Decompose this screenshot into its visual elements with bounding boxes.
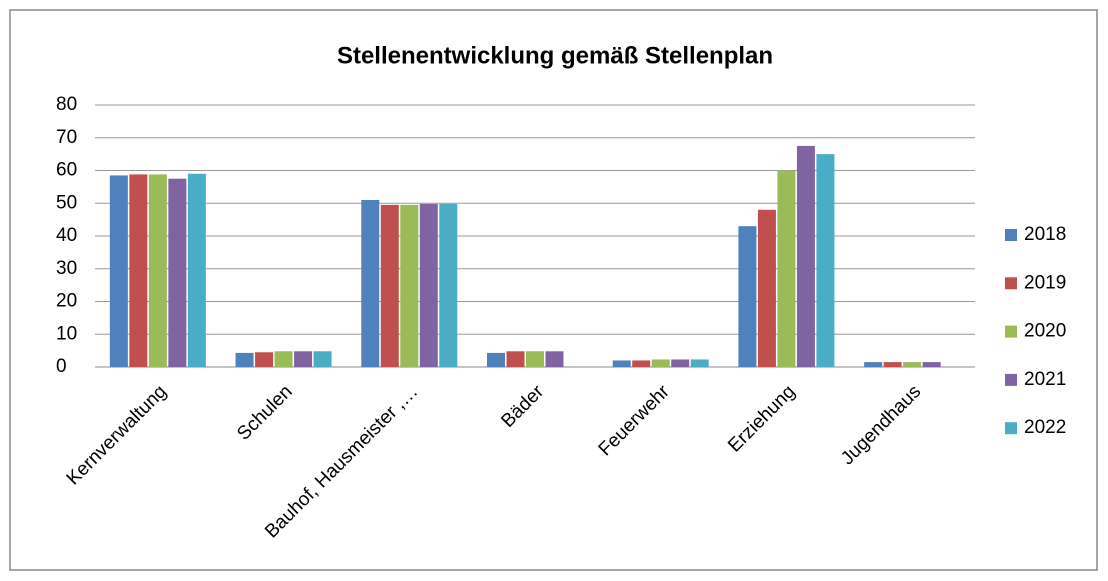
bar bbox=[757, 209, 776, 367]
legend-swatch bbox=[1005, 422, 1017, 435]
bar bbox=[632, 360, 651, 367]
bar bbox=[922, 362, 941, 367]
bar bbox=[361, 199, 380, 367]
bar bbox=[864, 362, 883, 367]
y-tick-label: 10 bbox=[56, 323, 77, 344]
bar bbox=[255, 352, 274, 367]
bar bbox=[526, 351, 544, 367]
bar bbox=[294, 351, 313, 367]
bar bbox=[148, 174, 167, 367]
y-tick-label: 30 bbox=[56, 258, 77, 279]
legend-label: 2021 bbox=[1024, 369, 1066, 390]
legend-label: 2022 bbox=[1024, 417, 1066, 438]
bar bbox=[419, 203, 438, 367]
legend-label: 2019 bbox=[1024, 272, 1066, 293]
bar bbox=[816, 154, 835, 367]
bar bbox=[777, 170, 796, 367]
y-tick-label: 50 bbox=[56, 192, 77, 213]
bar bbox=[671, 359, 690, 367]
bar bbox=[313, 351, 332, 367]
legend-swatch bbox=[1005, 277, 1017, 290]
bar bbox=[487, 352, 505, 367]
y-tick-label: 80 bbox=[56, 94, 77, 115]
bar bbox=[690, 359, 709, 367]
bar bbox=[168, 178, 187, 367]
legend-label: 2018 bbox=[1024, 224, 1066, 245]
bar bbox=[380, 204, 399, 367]
y-tick-label: 70 bbox=[56, 127, 77, 148]
legend-swatch bbox=[1005, 229, 1017, 241]
y-tick-label: 40 bbox=[56, 225, 77, 246]
bar bbox=[187, 173, 206, 367]
y-tick-label: 20 bbox=[56, 291, 77, 312]
bar bbox=[109, 175, 128, 367]
bar bbox=[400, 204, 419, 367]
bar bbox=[274, 351, 293, 367]
bar bbox=[883, 362, 902, 367]
bar bbox=[796, 145, 815, 367]
y-tick-label: 0 bbox=[56, 356, 67, 377]
y-tick-label: 60 bbox=[56, 160, 77, 181]
bar bbox=[129, 174, 148, 367]
bar bbox=[651, 359, 670, 367]
legend-swatch bbox=[1005, 325, 1017, 338]
chart-title: Stellenentwicklung gemäß Stellenplan bbox=[337, 42, 773, 69]
bar bbox=[235, 352, 254, 367]
bar bbox=[903, 362, 922, 367]
bar bbox=[738, 226, 757, 367]
bar bbox=[612, 360, 631, 367]
bar bbox=[439, 203, 458, 367]
bar bbox=[506, 351, 525, 367]
legend-swatch bbox=[1005, 373, 1017, 386]
bar bbox=[545, 351, 564, 367]
legend-label: 2020 bbox=[1024, 321, 1066, 342]
